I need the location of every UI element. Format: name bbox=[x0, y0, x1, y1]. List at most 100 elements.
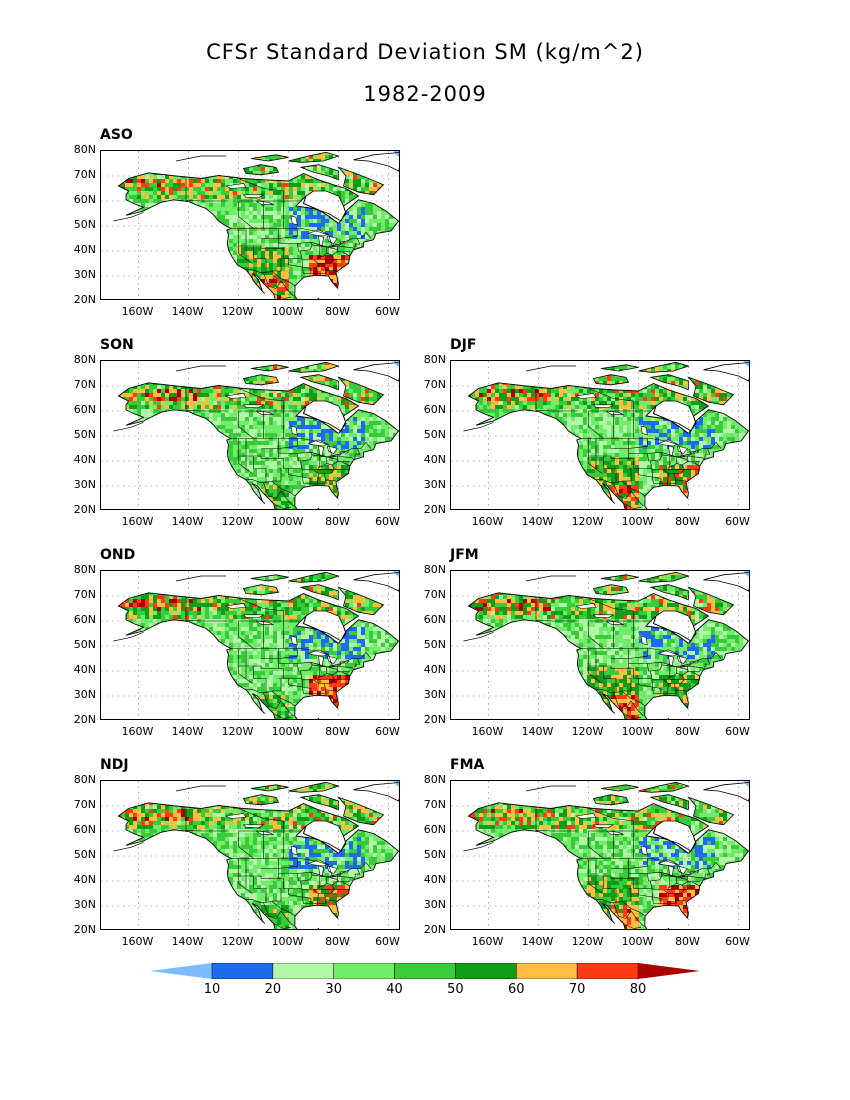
lake-0 bbox=[307, 649, 328, 657]
island-coastline bbox=[649, 374, 689, 391]
lat-tick-label: 50N bbox=[423, 848, 446, 861]
lake-1 bbox=[668, 865, 674, 877]
aleutian-coast bbox=[463, 421, 494, 432]
political-border bbox=[588, 666, 603, 684]
political-border bbox=[595, 478, 646, 497]
political-border bbox=[185, 200, 228, 202]
lat-tick-label: 20N bbox=[423, 923, 446, 936]
lake-6 bbox=[242, 404, 265, 409]
island-coastline bbox=[299, 374, 339, 391]
political-border bbox=[278, 241, 355, 249]
lon-tick-label: 60W bbox=[375, 515, 400, 528]
map-panel bbox=[100, 570, 400, 720]
political-border bbox=[185, 620, 228, 622]
political-border bbox=[231, 228, 372, 247]
colorbar: 10 20 30 40 50 60 70 80 bbox=[150, 962, 700, 997]
lake-0 bbox=[657, 649, 678, 657]
lake-8 bbox=[290, 215, 298, 226]
greenland-coastline bbox=[353, 782, 399, 802]
lon-tick-label: 80W bbox=[675, 935, 700, 948]
map-svg bbox=[451, 781, 749, 929]
lat-tick-label: 80N bbox=[423, 563, 446, 576]
political-border bbox=[613, 692, 644, 717]
island-coastline bbox=[242, 584, 280, 596]
political-border bbox=[238, 456, 253, 474]
political-border bbox=[272, 258, 282, 272]
political-border bbox=[595, 688, 646, 707]
lake-7 bbox=[255, 410, 274, 416]
lon-tick-label: 160W bbox=[471, 725, 504, 738]
island-coastline bbox=[337, 586, 385, 616]
lake-0 bbox=[657, 439, 678, 447]
political-border bbox=[261, 438, 298, 449]
lat-tick-label: 70N bbox=[73, 798, 96, 811]
lon-tick-label: 60W bbox=[725, 725, 750, 738]
coastline bbox=[117, 802, 399, 929]
political-border bbox=[623, 503, 642, 509]
panel-label: SON bbox=[100, 337, 134, 353]
political-border bbox=[704, 868, 711, 879]
political-border bbox=[628, 458, 700, 471]
political-border bbox=[261, 228, 298, 239]
political-border bbox=[588, 456, 603, 474]
political-border bbox=[613, 482, 644, 507]
colorbar-segment bbox=[272, 962, 334, 980]
lon-tick-label: 100W bbox=[621, 515, 654, 528]
lat-tick-label: 70N bbox=[73, 588, 96, 601]
map-svg bbox=[101, 781, 399, 929]
lat-tick-label: 60N bbox=[423, 823, 446, 836]
lat-tick-label: 50N bbox=[423, 638, 446, 651]
lake-6 bbox=[592, 614, 615, 619]
political-border bbox=[245, 688, 296, 707]
political-border bbox=[278, 668, 350, 681]
greenland-coastline bbox=[703, 572, 749, 592]
political-border bbox=[317, 473, 319, 486]
panel-label: OND bbox=[100, 547, 136, 563]
political-border bbox=[337, 456, 350, 463]
lat-tick-label: 70N bbox=[73, 378, 96, 391]
political-border bbox=[628, 871, 705, 879]
colorbar-segment bbox=[394, 962, 456, 980]
political-border bbox=[317, 893, 319, 906]
island-coastline bbox=[638, 781, 690, 793]
coastline bbox=[117, 172, 399, 299]
lake-7 bbox=[605, 830, 624, 836]
political-border bbox=[588, 858, 629, 879]
political-border bbox=[681, 884, 685, 890]
island-coastline bbox=[288, 361, 340, 373]
coastline bbox=[117, 382, 399, 509]
lon-tick-label: 80W bbox=[675, 725, 700, 738]
lon-tick-label: 140W bbox=[521, 935, 554, 948]
lat-tick-label: 40N bbox=[73, 243, 96, 256]
political-border bbox=[253, 876, 267, 903]
lat-tick-label: 50N bbox=[423, 428, 446, 441]
lat-tick-label: 30N bbox=[73, 268, 96, 281]
island-coastline bbox=[242, 374, 280, 386]
political-border bbox=[581, 858, 722, 877]
map-svg bbox=[451, 571, 749, 719]
political-border bbox=[324, 683, 327, 694]
lat-tick-label: 30N bbox=[423, 478, 446, 491]
island-coastline bbox=[299, 584, 339, 601]
lon-tick-label: 160W bbox=[121, 935, 154, 948]
lon-tick-label: 140W bbox=[521, 725, 554, 738]
lon-tick-label: 80W bbox=[325, 935, 350, 948]
political-border bbox=[238, 876, 253, 894]
lake-1 bbox=[668, 445, 674, 457]
lat-tick-label: 40N bbox=[73, 663, 96, 676]
lake-6 bbox=[592, 824, 615, 829]
political-border bbox=[301, 889, 312, 904]
lake-6 bbox=[592, 404, 615, 409]
lake-1 bbox=[318, 655, 324, 667]
political-border bbox=[272, 468, 282, 482]
map-svg bbox=[101, 571, 399, 719]
political-border bbox=[650, 460, 653, 469]
political-border bbox=[301, 469, 312, 484]
lake-5 bbox=[225, 183, 247, 189]
coastline bbox=[467, 802, 749, 929]
political-border bbox=[687, 456, 700, 463]
colorbar-svg bbox=[150, 962, 700, 980]
lon-tick-label: 100W bbox=[271, 725, 304, 738]
lon-tick-label: 140W bbox=[171, 305, 204, 318]
political-border bbox=[185, 410, 228, 412]
